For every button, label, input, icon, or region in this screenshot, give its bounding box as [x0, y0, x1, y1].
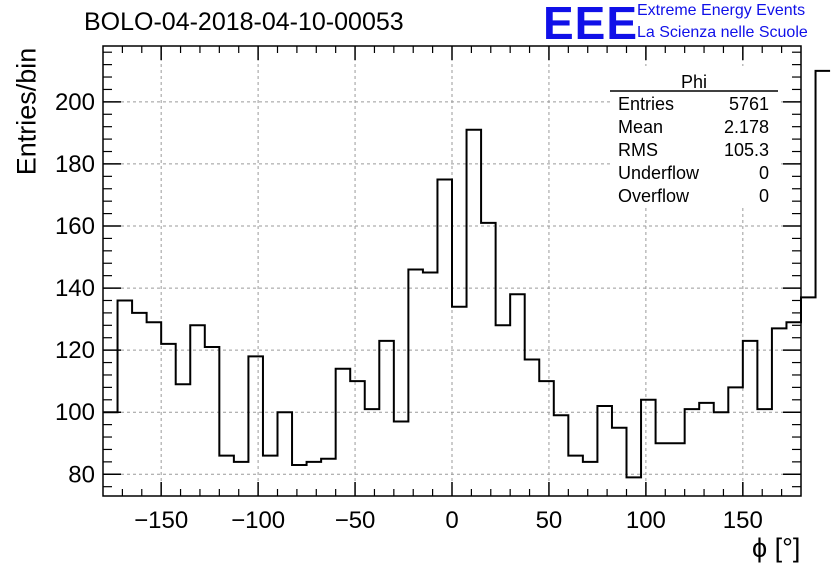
histogram-bin: [147, 322, 162, 496]
y-tick-label: 180: [55, 151, 95, 178]
histogram-bin: [234, 462, 249, 496]
stats-box-background: [610, 66, 778, 208]
histogram-bin: [379, 341, 394, 496]
stats-value: 0: [759, 186, 769, 206]
histogram-bin: [670, 443, 685, 496]
histogram-bin: [278, 412, 293, 496]
histogram-bin: [132, 313, 147, 496]
stats-value: 0: [759, 163, 769, 183]
histogram-bin: [786, 322, 801, 496]
axis-ticks: −150 −100 −50 0 50 100 150 80 100 120 140 160 180 200: [55, 46, 801, 534]
histogram-bin: [452, 307, 467, 496]
x-tick-label: −150: [134, 507, 188, 534]
histogram-bin: [423, 273, 438, 496]
histogram-bin: [307, 462, 322, 496]
x-tick-label: 0: [445, 507, 458, 534]
histogram-bin: [336, 369, 351, 496]
histogram-bin: [263, 456, 278, 496]
x-tick-label: −50: [335, 507, 376, 534]
stats-value: 2.178: [724, 117, 769, 137]
histogram-bin: [205, 347, 220, 496]
histogram-bin: [743, 341, 758, 496]
histogram-bin: [539, 381, 554, 496]
histogram-outline: [103, 69, 831, 479]
histogram-bin: [176, 384, 191, 496]
histogram-bin: [816, 71, 831, 496]
histogram-bin: [394, 422, 409, 496]
logo-line-1: Extreme Energy Events: [637, 2, 806, 19]
histogram-bin: [685, 409, 700, 496]
histogram-bin: [597, 406, 612, 496]
eee-logo: EEE: [543, 0, 639, 49]
stats-value: 105.3: [724, 140, 769, 160]
histogram-bin: [525, 359, 540, 496]
histogram-bin: [656, 443, 671, 496]
histogram-bin: [350, 381, 365, 496]
x-tick-label: 50: [536, 507, 563, 534]
x-axis-label: ϕ [°]: [752, 533, 801, 563]
histogram-bin: [714, 412, 729, 496]
histogram-bin: [190, 325, 205, 496]
stats-label: Mean: [618, 117, 663, 137]
y-tick-label: 160: [55, 213, 95, 240]
x-tick-label: 100: [626, 507, 666, 534]
histogram-bin: [510, 294, 525, 496]
y-tick-label: 100: [55, 399, 95, 426]
logo-line-2: La Scienza nelle Scuole: [637, 24, 808, 41]
histogram-bin: [161, 344, 176, 496]
histogram-bin: [321, 459, 336, 496]
histogram-bin: [437, 179, 452, 496]
histogram-bin: [248, 356, 263, 496]
stats-value: 5761: [729, 94, 769, 114]
chart-title: BOLO-04-2018-04-10-00053: [84, 8, 404, 36]
histogram-bin: [699, 403, 714, 496]
y-tick-label: 140: [55, 275, 95, 302]
y-tick-label: 80: [68, 461, 95, 488]
stats-box: Phi Entries 5761 Mean 2.178 RMS 105.3 Underflow…: [610, 66, 778, 208]
histogram-bin: [292, 465, 307, 496]
stats-label: RMS: [618, 140, 658, 160]
x-tick-label: 150: [723, 507, 763, 534]
y-tick-label: 120: [55, 337, 95, 364]
histogram-bin: [481, 223, 496, 496]
histogram-bin: [568, 456, 583, 496]
histogram-bin: [801, 297, 816, 496]
histogram-bin: [408, 269, 423, 496]
histogram-bin: [118, 300, 133, 496]
histogram-bin: [627, 477, 642, 496]
histogram-bin: [583, 462, 598, 496]
histogram-bin: [728, 387, 743, 496]
x-tick-label: −100: [231, 507, 285, 534]
stats-label: Entries: [618, 94, 674, 114]
stats-label: Underflow: [618, 163, 700, 183]
histogram-bin: [612, 428, 627, 496]
histogram-bin: [365, 409, 380, 496]
histogram-bin: [467, 130, 482, 496]
stats-box-name: Phi: [681, 72, 707, 92]
y-tick-label: 200: [55, 89, 95, 116]
histogram-bin: [757, 409, 772, 496]
stats-label: Overflow: [618, 186, 690, 206]
histogram-bin: [219, 456, 234, 496]
histogram-bin: [641, 400, 656, 496]
histogram-bin: [496, 325, 511, 496]
histogram-bin: [554, 415, 569, 496]
